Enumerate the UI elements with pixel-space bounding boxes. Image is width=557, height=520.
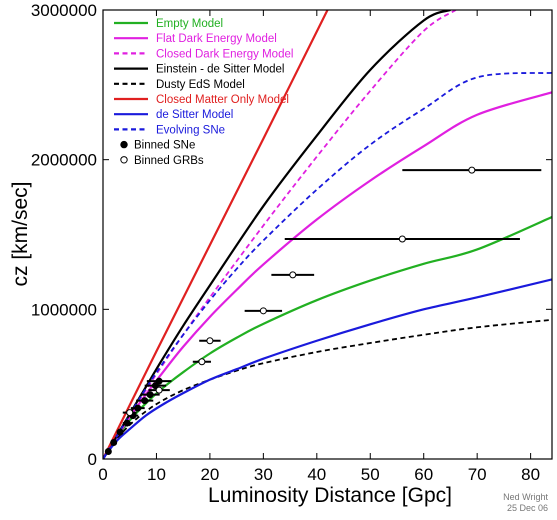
legend-label-evolving-sne: Evolving SNe xyxy=(156,124,225,136)
legend: Empty Model Flat Dark Energy Model Closed … xyxy=(114,18,293,167)
y-tick-label: 3000000 xyxy=(31,1,97,20)
y-axis-ticks: 0 1000000 2000000 3000000 xyxy=(31,1,552,469)
x-tick-label: 60 xyxy=(414,465,433,484)
y-tick-label: 2000000 xyxy=(31,151,97,170)
series-einstein-de-sitter-model xyxy=(103,10,451,459)
plot-frame xyxy=(102,9,553,460)
y-tick-label: 1000000 xyxy=(31,300,97,319)
binned-grbs-point xyxy=(198,358,206,366)
legend-marker-binned-sne xyxy=(120,140,128,149)
series-evolving-sne xyxy=(103,71,552,459)
x-tick-label: 0 xyxy=(98,465,107,484)
series-de-sitter-model xyxy=(103,278,552,459)
x-tick-label: 10 xyxy=(147,465,166,484)
legend-label-de-sitter-model: de Sitter Model xyxy=(156,109,233,121)
binned-grbs-point xyxy=(206,337,214,345)
y-axis-label: cz [km/sec] xyxy=(9,181,32,286)
series-closed-dark-energy-model xyxy=(103,10,457,459)
legend-label-empty-model: Empty Model xyxy=(156,18,223,30)
binned-grbs-point xyxy=(155,386,163,394)
y-tick-label: 0 xyxy=(88,450,97,469)
x-tick-label: 50 xyxy=(361,465,380,484)
binned-sne-point xyxy=(155,377,163,385)
x-tick-label: 70 xyxy=(468,465,487,484)
credit-date: 25 Dec 06 xyxy=(507,503,548,513)
legend-label-dusty-eds-model: Dusty EdS Model xyxy=(156,79,245,91)
binned-sne-point xyxy=(141,397,149,405)
x-axis-ticks: 0 10 20 30 40 50 60 70 80 xyxy=(98,10,540,484)
binned-grbs-point xyxy=(398,235,406,243)
series-dusty-eds-model xyxy=(103,318,552,459)
series-closed-matter-only-model xyxy=(103,10,329,459)
legend-label-binned-grbs: Binned GRBs xyxy=(134,155,204,167)
binned-sne-point xyxy=(146,391,154,399)
binned-grbs-point xyxy=(468,166,476,174)
legend-label-closed-matter-only-model: Closed Matter Only Model xyxy=(156,94,289,106)
legend-label-einstein-de-sitter-model: Einstein - de Sitter Model xyxy=(156,64,284,76)
binned-sne-point xyxy=(123,419,131,427)
legend-marker-binned-grbs xyxy=(120,156,128,164)
legend-label-closed-dark-energy-model: Closed Dark Energy Model xyxy=(156,48,293,60)
data-points-layer xyxy=(104,166,542,456)
binned-grbs-point xyxy=(289,271,297,279)
binned-grbs-point xyxy=(126,409,134,417)
x-axis-label: Luminosity Distance [Gpc] xyxy=(208,484,452,507)
legend-label-flat-dark-energy-model: Flat Dark Energy Model xyxy=(156,33,277,45)
x-tick-label: 20 xyxy=(200,465,219,484)
binned-sne-point xyxy=(134,404,142,412)
legend-label-binned-sne: Binned SNe xyxy=(134,140,195,152)
credit-author: Ned Wright xyxy=(503,492,548,502)
binned-sne-point xyxy=(110,439,118,447)
series-layer xyxy=(103,10,552,459)
binned-sne-point xyxy=(116,428,124,436)
binned-sne-point xyxy=(104,448,112,456)
x-tick-label: 40 xyxy=(307,465,326,484)
x-tick-label: 80 xyxy=(521,465,540,484)
x-tick-label: 30 xyxy=(254,465,273,484)
binned-sne-point xyxy=(151,382,159,390)
binned-grbs-point xyxy=(259,307,267,315)
